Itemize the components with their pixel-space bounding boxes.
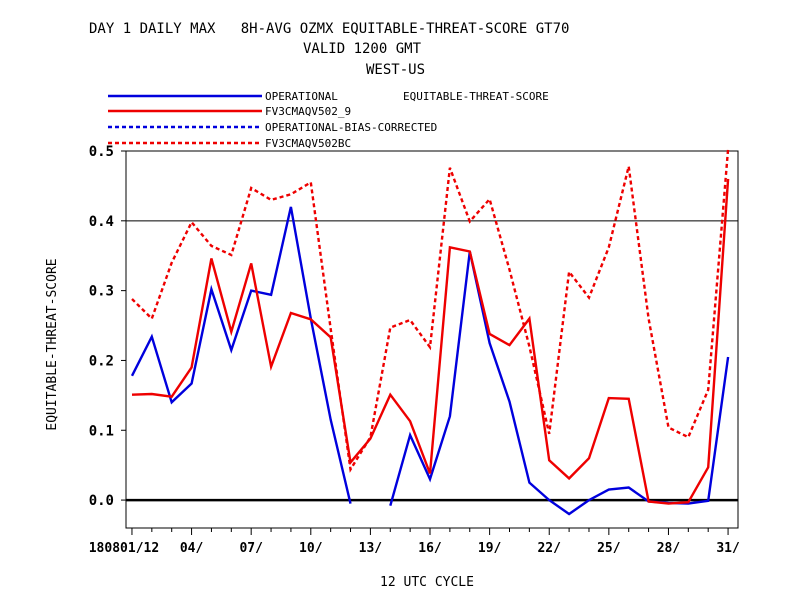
- x-tick-label: 180801/12: [89, 541, 159, 556]
- y-tick-label: 0.3: [89, 284, 114, 300]
- x-tick-label: 28/: [657, 541, 681, 556]
- legend-header: EQUITABLE-THREAT-SCORE: [403, 90, 549, 103]
- x-tick-label: 25/: [597, 541, 621, 556]
- series-line-1: [130, 206, 352, 504]
- y-tick-label: 0.4: [89, 214, 114, 230]
- series-line-4: [131, 148, 730, 473]
- x-tick-label: 22/: [537, 541, 561, 556]
- x-tick-label: 19/: [478, 541, 502, 556]
- x-tick-label: 31/: [716, 541, 740, 556]
- legend-label-1: OPERATIONAL: [265, 90, 338, 103]
- x-tick-label: 07/: [239, 541, 263, 556]
- legend-label-3: OPERATIONAL-BIAS-CORRECTED: [265, 121, 437, 134]
- x-tick-label: 13/: [359, 541, 383, 556]
- x-tick-label: 10/: [299, 541, 323, 556]
- y-tick-label: 0.0: [89, 493, 114, 509]
- x-tick-label: 16/: [418, 541, 442, 556]
- y-tick-label: 0.2: [89, 353, 114, 369]
- chart-title: DAY 1 DAILY MAX 8H-AVG OZMX EQUITABLE-TH…: [89, 21, 570, 37]
- plot-frame: [125, 150, 739, 529]
- series-line-2: [131, 178, 730, 505]
- y-tick-label: 0.5: [89, 144, 114, 160]
- x-axis-label: 12 UTC CYCLE: [380, 575, 474, 590]
- chart-subtitle: VALID 1200 GMT: [303, 41, 422, 57]
- series-line-1: [389, 251, 730, 516]
- legend-label-4: FV3CMAQV502BC: [265, 137, 351, 150]
- y-tick-label: 0.1: [89, 423, 114, 439]
- y-axis-label: EQUITABLE-THREAT-SCORE: [45, 258, 60, 430]
- chart-region: WEST-US: [366, 62, 426, 78]
- legend-label-2: FV3CMAQV502_9: [265, 105, 351, 118]
- x-tick-label: 04/: [180, 541, 204, 556]
